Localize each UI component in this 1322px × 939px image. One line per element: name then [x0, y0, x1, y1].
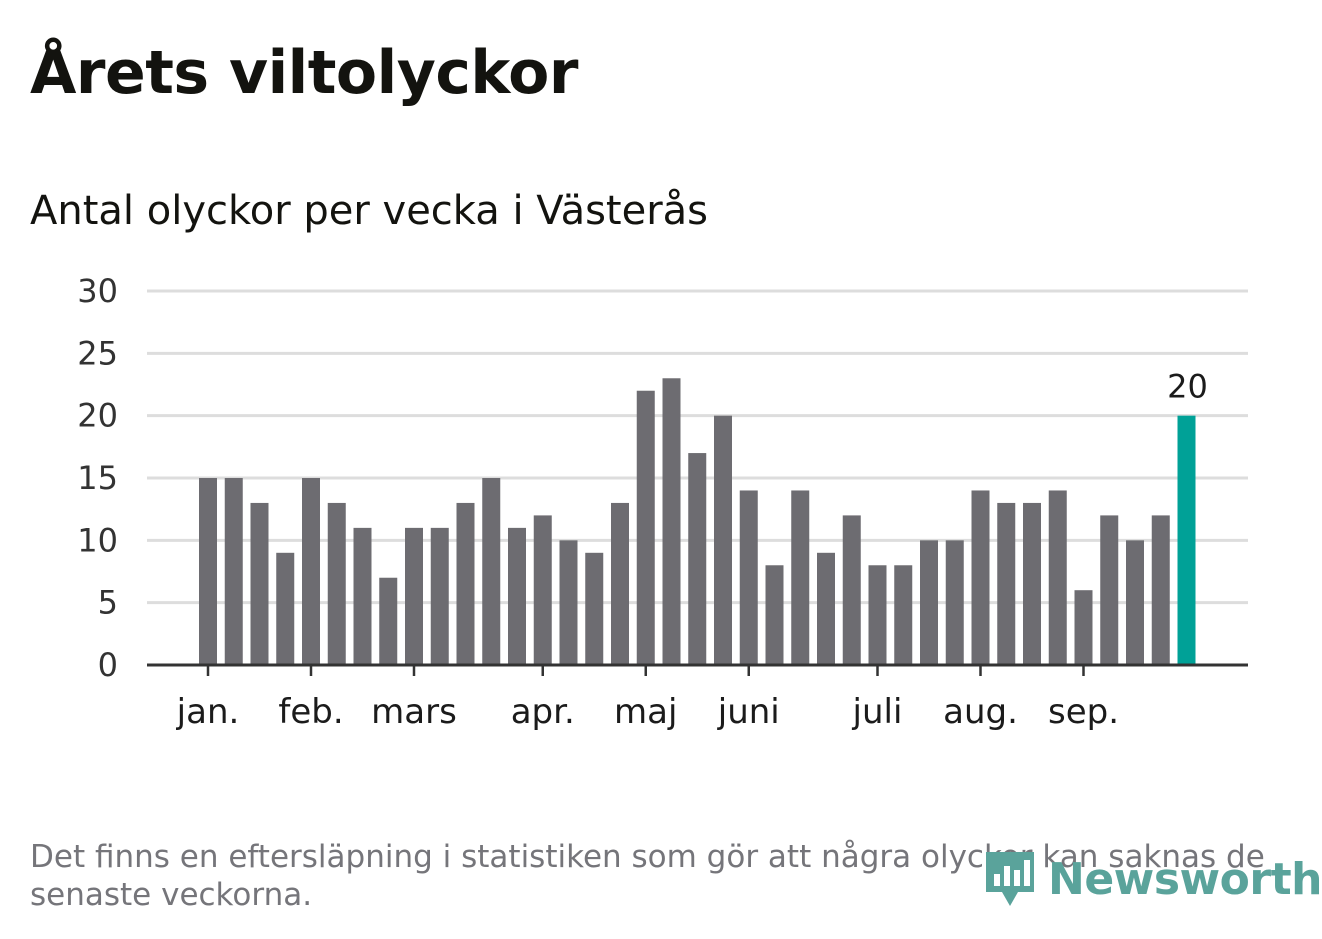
bar [765, 565, 784, 665]
bar [199, 478, 217, 665]
newsworthy-logo: Newsworthy [980, 848, 1322, 910]
bar [1151, 515, 1170, 665]
bar [559, 540, 578, 665]
newsworthy-logo-icon [986, 852, 1034, 906]
bar [791, 490, 810, 665]
bar [302, 478, 320, 665]
bar [1023, 502, 1041, 665]
bar [842, 515, 861, 665]
bar [662, 378, 681, 665]
y-tick-label: 20 [77, 397, 118, 435]
bar [1100, 515, 1119, 665]
bars [199, 378, 1196, 665]
x-tick-label: juli [852, 692, 903, 732]
x-tick-label: jan. [176, 692, 240, 732]
bar [405, 527, 423, 665]
x-tick-label: aug. [943, 692, 1018, 732]
x-tick-label: feb. [278, 692, 343, 732]
bar-chart: 0 5 10 15 20 25 30 jan. feb. mars apr. maj juni juli… [77, 272, 1248, 732]
bar [714, 415, 732, 665]
footnote: Det finns en eftersläpning i statistiken… [30, 839, 1265, 913]
bar [894, 565, 913, 665]
bar [327, 502, 346, 665]
bar [224, 478, 243, 665]
bar [1126, 540, 1144, 665]
data-label: 20 [1167, 368, 1208, 406]
bar [868, 565, 887, 665]
y-tick-label: 15 [77, 459, 118, 497]
bar [276, 552, 295, 665]
bar [739, 490, 758, 665]
bar [379, 577, 398, 665]
logo-text: Newsworthy [1048, 853, 1322, 905]
x-tick-label: juni [717, 692, 780, 732]
bar [250, 502, 269, 665]
bar [1048, 490, 1067, 665]
x-tick-label: mars [371, 692, 457, 732]
y-axis-ticks: 0 5 10 15 20 25 30 [77, 272, 118, 684]
y-tick-label: 30 [77, 272, 118, 310]
bar [611, 502, 629, 665]
y-tick-label: 10 [77, 521, 118, 559]
bar [997, 502, 1016, 665]
chart-subtitle: Antal olyckor per vecka i Västerås [30, 188, 709, 234]
bar [817, 552, 835, 665]
bar [920, 540, 938, 665]
bar [482, 478, 501, 665]
highlight-bar [1177, 415, 1196, 665]
y-tick-label: 5 [98, 584, 118, 622]
bar [456, 502, 475, 665]
x-tick-label: apr. [511, 692, 575, 732]
y-tick-label: 0 [98, 646, 118, 684]
y-tick-label: 25 [77, 334, 118, 372]
bar [533, 515, 552, 665]
bar [945, 540, 964, 665]
bar [585, 552, 604, 665]
x-tick-label: maj [614, 692, 677, 732]
bar [971, 490, 990, 665]
data-labels: 20 [1167, 368, 1208, 406]
bar [430, 527, 449, 665]
bar [688, 453, 707, 665]
x-tick-label: sep. [1048, 692, 1119, 732]
x-axis: jan. feb. mars apr. maj juni juli aug. sep. [147, 663, 1248, 732]
bar [636, 390, 655, 665]
bar [353, 527, 372, 665]
chart-title: Årets viltolyckor [30, 38, 579, 108]
bar [508, 527, 526, 665]
bar [1074, 590, 1093, 665]
